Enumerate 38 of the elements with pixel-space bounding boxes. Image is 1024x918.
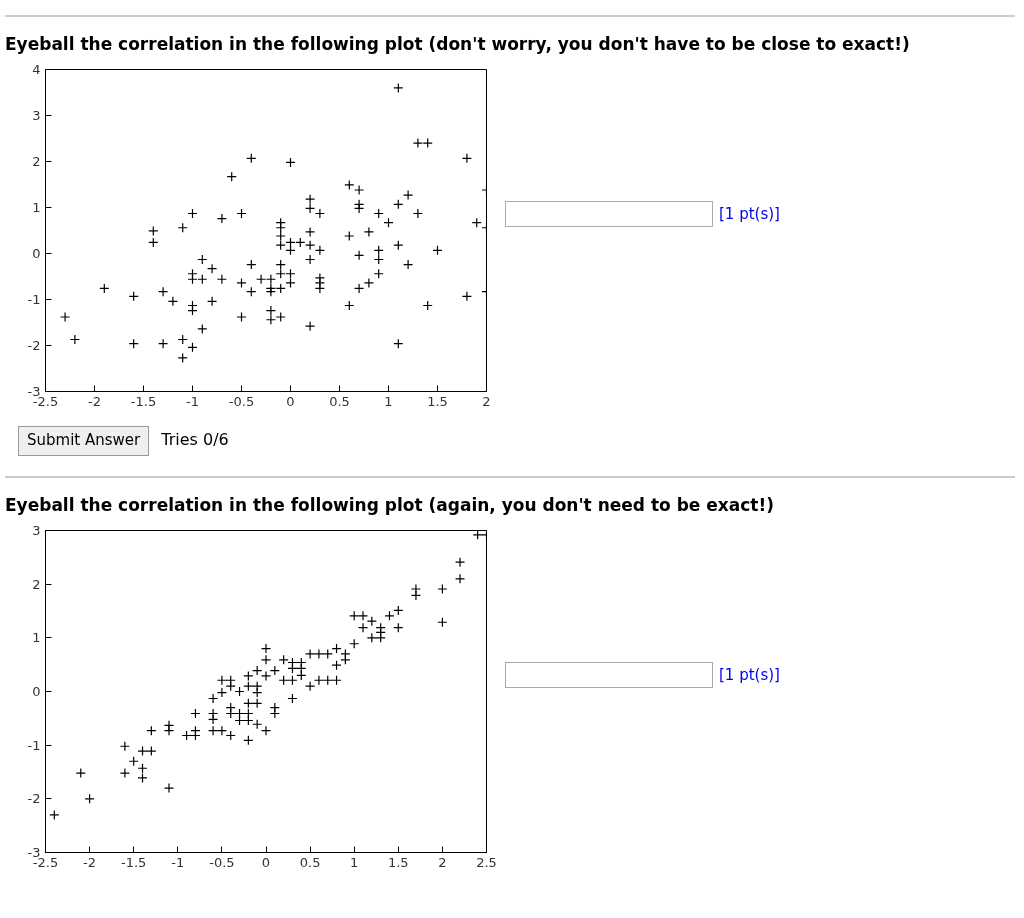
y-tick-label: 4 [32, 62, 41, 78]
y-tick-label: 0 [32, 684, 41, 700]
text: Submit Answer [18, 426, 150, 456]
x-tick-label: 1 [350, 854, 359, 870]
text: [1 pt(s)] [719, 665, 780, 684]
x-tick-label: -0.5 [209, 854, 235, 870]
x-tick-label: 1.5 [387, 854, 409, 870]
x-tick-label: 0 [261, 854, 271, 870]
y-tick-label: -2 [27, 791, 41, 807]
x-tick-label: -0.5 [228, 393, 255, 409]
x-tick-label: 2.5 [476, 854, 497, 870]
y-tick-label: 2 [32, 154, 41, 170]
y-tick-label: 2 [32, 576, 41, 592]
y-tick-label: 1 [32, 630, 41, 646]
y-tick-label: -2 [27, 338, 41, 354]
x-tick-label: 0.5 [299, 854, 321, 870]
y-tick-label: -1 [27, 292, 41, 308]
x-tick-label: 1.5 [427, 393, 448, 409]
x-tick-label: -1.5 [121, 854, 147, 870]
chart-title: Eyeball the correlation in the following plot (don't worry, you don't have to be close to exact!) [5, 33, 910, 57]
x-tick-label: 2 [438, 854, 447, 870]
x-tick-label: 0.5 [329, 393, 350, 409]
x-tick-label: -2 [83, 854, 97, 870]
x-tick-label: -1.5 [130, 393, 157, 409]
y-tick-label: 3 [32, 523, 41, 539]
y-tick-label: -1 [27, 737, 41, 753]
x-tick-label: 0 [286, 393, 295, 409]
x-tick-label: -1 [186, 393, 199, 409]
x-tick-label: -2 [88, 393, 101, 409]
x-tick-label: -1 [171, 854, 185, 870]
y-tick-label: 0 [32, 246, 41, 262]
x-tick-label: 2 [482, 393, 491, 409]
y-tick-label: 3 [32, 108, 41, 124]
text: Tries 0/6 [161, 430, 229, 450]
y-tick-label: 1 [32, 200, 41, 216]
text: [1 pt(s)] [719, 204, 780, 223]
chart-title: Eyeball the correlation in the following plot (again, you don't need to be exact!) [5, 494, 774, 517]
x-tick-label: 1 [384, 393, 393, 409]
